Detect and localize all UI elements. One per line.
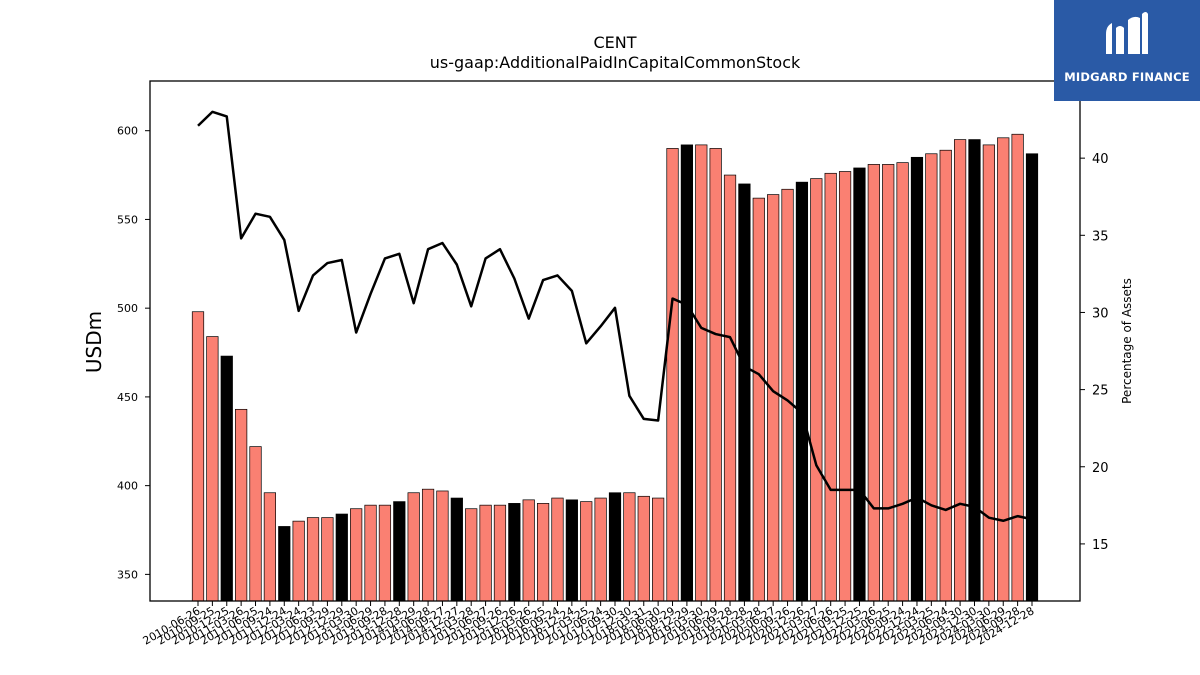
bar xyxy=(810,178,823,602)
y2-tick-label: 35 xyxy=(1092,229,1109,244)
bar xyxy=(623,492,636,602)
bar xyxy=(191,311,205,602)
bar xyxy=(263,492,276,602)
bar xyxy=(249,446,262,602)
bar xyxy=(939,149,952,602)
bar xyxy=(982,144,995,602)
y-tick-label: 600 xyxy=(117,125,138,138)
line-layer xyxy=(197,110,1033,523)
bar xyxy=(709,148,722,602)
bar xyxy=(407,492,420,602)
y-axis-label: USDm xyxy=(82,311,106,373)
bar xyxy=(795,181,809,602)
y2-tick-label: 15 xyxy=(1092,538,1109,553)
bar xyxy=(1025,153,1039,602)
bar xyxy=(867,164,880,602)
bar xyxy=(1011,133,1024,602)
bar xyxy=(882,164,895,602)
bar xyxy=(220,355,233,602)
y2-axis-label: Percentage of Assets xyxy=(1120,278,1134,404)
chart-title: CENT xyxy=(593,33,636,52)
y2-tick-label: 40 xyxy=(1092,152,1109,167)
bar xyxy=(350,508,363,602)
bar xyxy=(666,148,679,602)
bar xyxy=(235,408,248,602)
y-tick-label: 400 xyxy=(117,480,138,493)
chart-subtitle: us-gaap:AdditionalPaidInCapitalCommonSto… xyxy=(430,53,801,72)
bar xyxy=(767,194,780,602)
bar xyxy=(838,171,852,602)
bar xyxy=(910,156,924,602)
series-line xyxy=(197,110,1033,523)
brand-name: MIDGARD FINANCE xyxy=(1064,70,1190,84)
bar xyxy=(206,336,219,602)
bar xyxy=(608,492,622,602)
bar xyxy=(824,172,837,602)
bar xyxy=(580,501,593,602)
bar xyxy=(465,508,478,602)
bar xyxy=(565,499,578,602)
y-tick-label: 450 xyxy=(117,391,138,404)
brand-logo: MIDGARD FINANCE xyxy=(1054,0,1200,101)
bar xyxy=(752,197,765,602)
bar xyxy=(321,517,334,602)
bar xyxy=(479,504,492,602)
y-tick-label: 500 xyxy=(117,302,138,315)
bar xyxy=(551,497,564,602)
bar xyxy=(378,504,392,602)
bar xyxy=(522,499,535,602)
bar xyxy=(306,517,320,602)
bar xyxy=(421,488,435,602)
y-tick-label: 350 xyxy=(117,568,138,581)
bar xyxy=(680,144,694,602)
y2-tick-label: 30 xyxy=(1092,306,1109,321)
bar xyxy=(652,497,665,602)
bar xyxy=(968,139,981,602)
bar xyxy=(925,153,938,602)
bar xyxy=(508,503,521,602)
bar xyxy=(364,504,377,602)
bar xyxy=(781,188,794,602)
bar xyxy=(594,497,607,602)
y-tick-label: 550 xyxy=(117,213,138,226)
bar xyxy=(723,174,737,602)
bar xyxy=(738,183,751,602)
bar xyxy=(896,162,909,602)
bars-layer xyxy=(191,133,1039,602)
bar xyxy=(335,513,348,602)
bar xyxy=(450,497,463,602)
bar xyxy=(997,137,1010,602)
bar xyxy=(278,526,291,602)
y2-tick-label: 25 xyxy=(1092,384,1109,399)
y2-tick-label: 20 xyxy=(1092,461,1109,476)
y-axis-right: 15 20 25 30 35 40 xyxy=(1080,152,1109,553)
bar xyxy=(436,490,449,602)
bar xyxy=(393,501,406,602)
bar xyxy=(637,495,650,602)
bar xyxy=(853,167,866,602)
y-axis-left: 350 400 450 500 550 600 xyxy=(117,125,150,581)
brand-mark-icon xyxy=(1106,12,1148,54)
bar xyxy=(292,520,305,602)
x-axis: 2010-06-262010-09-252010-12-252011-03-26… xyxy=(141,601,1037,648)
bar xyxy=(493,504,507,602)
bar xyxy=(695,144,708,602)
bar xyxy=(536,503,550,602)
bar xyxy=(953,139,967,602)
